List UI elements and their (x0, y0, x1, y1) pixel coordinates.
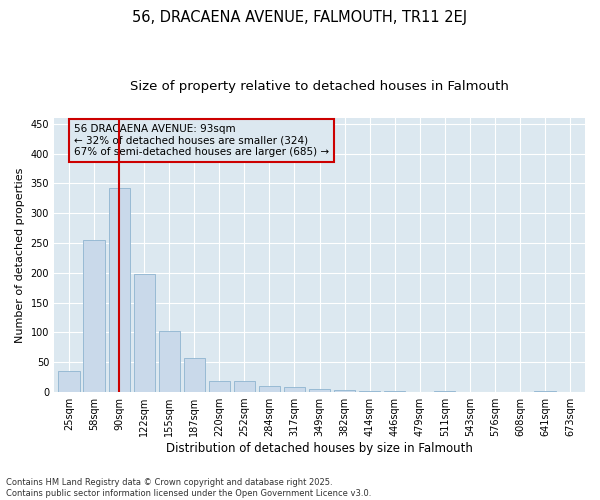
Title: Size of property relative to detached houses in Falmouth: Size of property relative to detached ho… (130, 80, 509, 93)
Bar (284, 388, 305, 392)
Bar (259, 386, 280, 392)
X-axis label: Distribution of detached houses by size in Falmouth: Distribution of detached houses by size … (166, 442, 473, 455)
Bar (83, 240, 105, 392)
Bar (58, 371, 80, 392)
Text: 56 DRACAENA AVENUE: 93sqm
← 32% of detached houses are smaller (324)
67% of semi: 56 DRACAENA AVENUE: 93sqm ← 32% of detac… (74, 124, 329, 157)
Bar (309, 388, 330, 392)
Bar (209, 381, 230, 392)
Bar (109, 188, 130, 392)
Text: 56, DRACAENA AVENUE, FALMOUTH, TR11 2EJ: 56, DRACAENA AVENUE, FALMOUTH, TR11 2EJ (133, 10, 467, 25)
Bar (158, 330, 180, 392)
Y-axis label: Number of detached properties: Number of detached properties (15, 167, 25, 342)
Bar (334, 390, 355, 392)
Text: Contains HM Land Registry data © Crown copyright and database right 2025.
Contai: Contains HM Land Registry data © Crown c… (6, 478, 371, 498)
Bar (184, 358, 205, 392)
Bar (234, 382, 255, 392)
Bar (134, 274, 155, 392)
